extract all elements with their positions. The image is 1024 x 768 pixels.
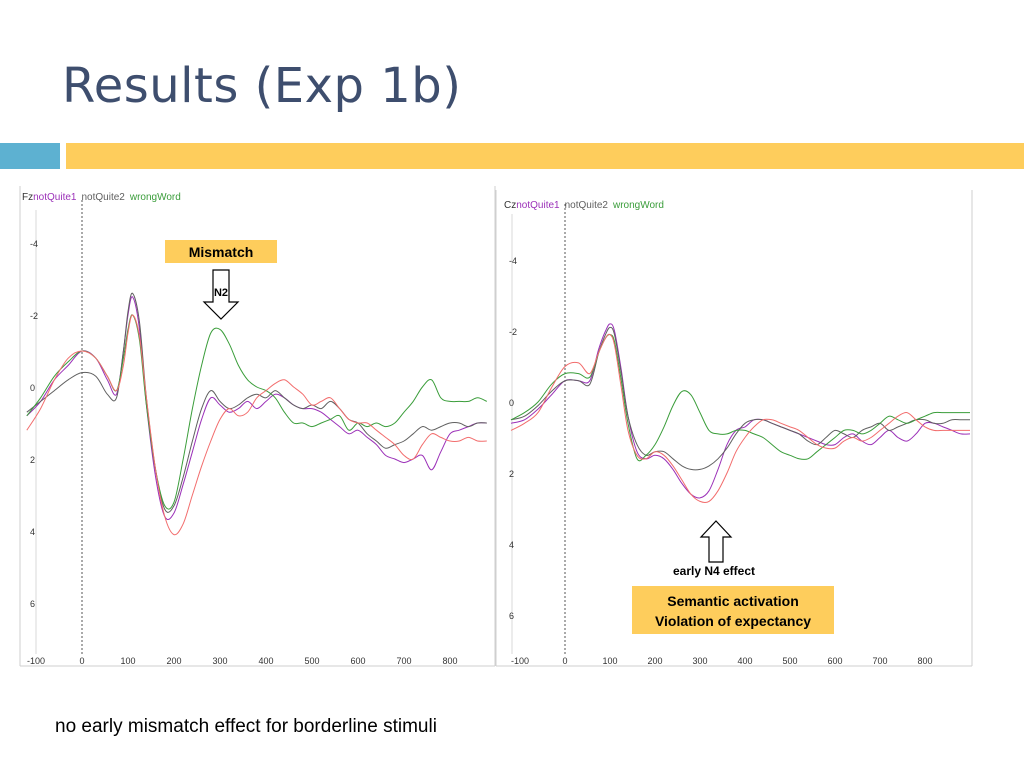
y-tick-label-fz: -2	[30, 311, 38, 321]
series-line-cz-notQuite2	[510, 326, 970, 471]
y-tick-label-cz: 0	[509, 398, 514, 408]
accent-bar-blue	[0, 143, 60, 169]
y-tick-label-fz: 6	[30, 599, 35, 609]
n2-label: N2	[214, 287, 228, 299]
legend-fz: FznotQuite1 notQuite2 wrongWord	[22, 192, 181, 203]
x-tick-label-cz: -100	[511, 656, 529, 666]
y-tick-label-fz: 0	[30, 383, 35, 393]
series-line-cz-series-3	[510, 333, 970, 504]
series-line-fz-wrongWord	[26, 314, 488, 510]
n2-arrow-icon	[202, 269, 240, 320]
legend-entry-cz: wrongWord	[612, 200, 664, 211]
x-tick-label-fz: 300	[212, 656, 227, 666]
legend-entry-cz: notQuite1	[516, 200, 560, 211]
x-tick-label-cz: 200	[647, 656, 662, 666]
x-tick-label-cz: 300	[692, 656, 707, 666]
y-tick-label-fz: -4	[30, 239, 38, 249]
legend-entry-fz: wrongWord	[129, 192, 181, 203]
series-line-cz-wrongWord	[510, 333, 970, 462]
x-tick-label-cz: 0	[562, 656, 567, 666]
x-tick-label-cz: 400	[737, 656, 752, 666]
y-tick-label-cz: 2	[509, 469, 514, 479]
semantic-line-1: Semantic activation	[667, 593, 799, 609]
x-tick-label-fz: 200	[166, 656, 181, 666]
x-tick-label-fz: 0	[79, 656, 84, 666]
y-tick-label-cz: -2	[509, 327, 517, 337]
mismatch-box	[165, 240, 277, 263]
x-tick-label-fz: -100	[27, 656, 45, 666]
x-tick-label-cz: 500	[782, 656, 797, 666]
legend-channel-fz: Fz	[22, 192, 33, 203]
y-tick-label-cz: 4	[509, 540, 514, 550]
semantic-box	[632, 586, 834, 634]
y-tick-label-cz: 6	[509, 611, 514, 621]
x-tick-label-fz: 400	[258, 656, 273, 666]
series-line-cz-notQuite1	[510, 323, 971, 499]
semantic-line-2: Violation of expectancy	[655, 613, 811, 629]
series-line-fz-series-3	[26, 314, 487, 536]
x-tick-label-fz: 600	[350, 656, 365, 666]
series-line-fz-notQuite2	[26, 292, 487, 513]
x-tick-label-fz: 700	[396, 656, 411, 666]
footer-note: no early mismatch effect for borderline …	[55, 716, 437, 737]
y-tick-label-cz: -4	[509, 256, 517, 266]
legend-entry-fz: notQuite1	[33, 192, 77, 203]
y-tick-label-fz: 2	[30, 455, 35, 465]
y-tick-label-fz: 4	[30, 527, 35, 537]
x-tick-label-cz: 700	[872, 656, 887, 666]
x-tick-label-fz: 500	[304, 656, 319, 666]
legend-entry-cz: notQuite2	[565, 200, 609, 211]
legend-cz: CznotQuite1 notQuite2 wrongWord	[504, 200, 664, 211]
x-tick-label-fz: 100	[120, 656, 135, 666]
n4-arrow-icon	[699, 520, 733, 563]
x-tick-label-cz: 100	[602, 656, 617, 666]
x-tick-label-fz: 800	[442, 656, 457, 666]
x-tick-label-cz: 800	[917, 656, 932, 666]
legend-entry-fz: notQuite2	[81, 192, 125, 203]
slide-title: Results (Exp 1b)	[62, 58, 462, 114]
mismatch-label: Mismatch	[189, 244, 254, 260]
accent-bar-gold	[66, 143, 1024, 169]
legend-channel-cz: Cz	[504, 200, 516, 211]
n4-label: early N4 effect	[673, 564, 755, 578]
x-tick-label-cz: 600	[827, 656, 842, 666]
